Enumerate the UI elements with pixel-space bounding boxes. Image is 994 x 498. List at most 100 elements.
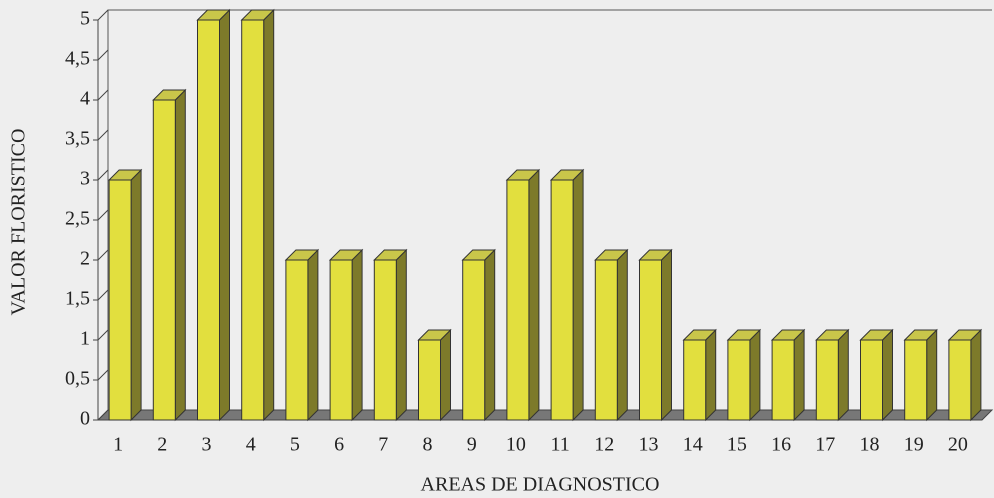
bar-front xyxy=(418,339,441,421)
bar-side xyxy=(793,328,805,422)
x-tick-label: 8 xyxy=(423,434,433,456)
x-tick-label: 15 xyxy=(727,434,747,456)
y-tick-label: 4 xyxy=(80,88,90,110)
bar-side xyxy=(130,168,142,422)
bar-front xyxy=(506,179,530,421)
bar-front xyxy=(948,339,972,421)
x-tick-label: 9 xyxy=(467,434,477,456)
bar-front xyxy=(860,339,883,421)
bar xyxy=(726,328,762,422)
bar xyxy=(594,248,629,422)
x-tick-label: 7 xyxy=(378,434,388,456)
x-tick-label: 6 xyxy=(334,434,344,456)
bar-front xyxy=(108,179,132,421)
bar xyxy=(373,248,408,422)
x-tick-label: 2 xyxy=(157,434,167,456)
bar-side xyxy=(263,8,275,422)
x-tick-label: 17 xyxy=(815,434,835,456)
bar xyxy=(638,248,673,422)
bar-side xyxy=(749,328,761,422)
y-tick xyxy=(93,9,109,21)
y-axis-label: VALOR FLORISTICO xyxy=(8,129,30,316)
bar-front xyxy=(683,339,707,421)
bar-front xyxy=(197,19,220,421)
bar-side xyxy=(307,248,319,422)
x-tick-label: 10 xyxy=(506,434,526,456)
x-tick-label: 18 xyxy=(860,434,880,456)
bar-side xyxy=(616,248,628,422)
bar-side xyxy=(661,248,672,422)
y-tick xyxy=(93,249,109,261)
bar xyxy=(461,248,496,422)
bar-front xyxy=(594,259,618,421)
y-tick xyxy=(93,209,109,221)
bar-front xyxy=(373,259,397,421)
y-tick-label: 2 xyxy=(80,248,90,270)
bar-front xyxy=(285,259,309,421)
bar-front xyxy=(241,19,265,421)
bar-side xyxy=(484,248,496,422)
bar-side xyxy=(837,328,849,422)
bar-side xyxy=(528,168,540,422)
x-tick-label: 16 xyxy=(771,434,791,456)
bar-side xyxy=(395,248,407,422)
y-tick xyxy=(93,369,109,381)
bar xyxy=(107,168,143,422)
x-tick-label: 20 xyxy=(948,434,968,456)
bar-side xyxy=(705,328,717,422)
y-tick xyxy=(93,49,109,61)
bar xyxy=(815,328,850,422)
x-tick-label: 13 xyxy=(639,434,659,456)
bar-front xyxy=(639,259,662,421)
bar xyxy=(947,328,983,422)
y-tick xyxy=(93,289,109,301)
bar-front xyxy=(727,339,751,421)
bar-side xyxy=(351,248,363,422)
bar-front xyxy=(329,259,353,421)
y-tick xyxy=(93,169,109,181)
bar xyxy=(549,168,585,422)
x-tick-label: 3 xyxy=(202,434,212,456)
bar xyxy=(240,8,275,422)
bar-front xyxy=(550,179,574,421)
bar-side xyxy=(882,328,893,422)
y-tick-label: 5 xyxy=(80,8,90,30)
y-tick xyxy=(93,329,109,341)
y-tick-label: 2,5 xyxy=(65,208,90,230)
bar-front xyxy=(152,99,176,421)
y-tick-label: 4,5 xyxy=(65,48,90,70)
back-wall xyxy=(107,9,992,410)
bar-side xyxy=(970,328,982,422)
y-tick xyxy=(93,89,109,101)
bar xyxy=(417,328,452,422)
x-axis-label: AREAS DE DIAGNOSTICO xyxy=(421,474,660,496)
bar xyxy=(328,248,364,422)
bar-side xyxy=(440,328,451,422)
bar xyxy=(859,328,894,422)
bar-side xyxy=(926,328,938,422)
bar-side xyxy=(572,168,584,422)
bar xyxy=(505,168,541,422)
x-tick-label: 1 xyxy=(113,434,123,456)
bar-front xyxy=(904,339,928,421)
x-tick-label: 11 xyxy=(550,434,569,456)
bar-side xyxy=(174,88,186,422)
x-tick-label: 19 xyxy=(904,434,924,456)
y-tick-label: 1 xyxy=(80,328,90,350)
bar xyxy=(770,328,806,422)
y-tick-label: 0 xyxy=(80,408,90,430)
y-tick xyxy=(93,409,109,421)
y-tick-label: 1,5 xyxy=(65,288,90,310)
bar xyxy=(284,248,320,422)
bar-front xyxy=(815,339,839,421)
floor xyxy=(96,409,994,421)
y-tick-label: 3 xyxy=(80,168,90,190)
bar xyxy=(682,328,717,422)
bar-front xyxy=(771,339,795,421)
x-tick-label: 4 xyxy=(246,434,256,456)
bar-side xyxy=(219,8,230,422)
y-tick-label: 3,5 xyxy=(65,128,90,150)
bar xyxy=(903,328,938,422)
